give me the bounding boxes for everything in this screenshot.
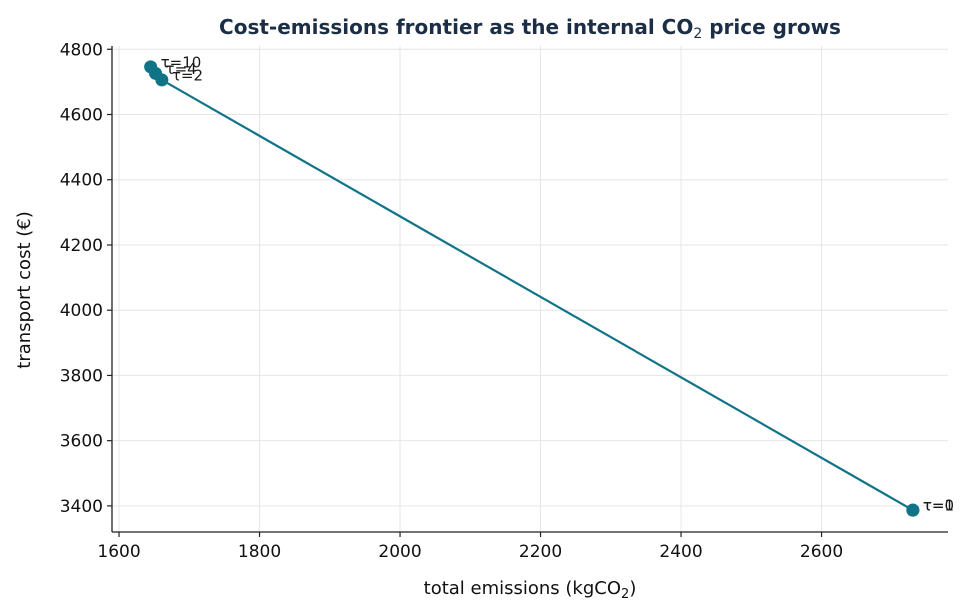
data-point-label: τ=10 <box>161 53 202 71</box>
y-tick-label: 4200 <box>60 236 103 256</box>
x-tick-label: 1600 <box>97 542 140 562</box>
series-line <box>149 66 914 512</box>
data-point <box>144 60 158 74</box>
y-tick-label: 4400 <box>60 171 103 191</box>
ticks-layer: 1600 1800 2000 2200 2400 2600 3400 3600 3800 4000… <box>60 40 843 562</box>
axes-spines <box>111 46 948 533</box>
x-axis-label-subscript: 2 <box>621 587 629 602</box>
y-tick-label: 4800 <box>60 40 103 60</box>
grid <box>112 46 948 532</box>
data-point-label: τ=1 <box>923 497 954 515</box>
y-tick-label: 3400 <box>60 497 103 517</box>
x-axis-label-end: ) <box>629 578 636 599</box>
y-tick-label: 3600 <box>60 432 103 452</box>
data-point-label: τ=2 <box>172 66 203 84</box>
y-tick-label: 3800 <box>60 366 103 386</box>
chart-title: Cost-emissions frontier as the internal … <box>219 15 841 42</box>
data-point <box>906 503 920 517</box>
data-point-label: τ=4 <box>166 60 197 78</box>
x-axis-label: total emissions (kgCO2) <box>424 578 637 602</box>
series-layer <box>144 60 920 517</box>
point-labels: τ=0τ=1 τ=2τ=4τ=10 <box>161 53 954 514</box>
x-tick-label: 1800 <box>238 542 281 562</box>
y-tick-label: 4600 <box>60 105 103 125</box>
x-tick-label: 2200 <box>519 542 562 562</box>
chart-title-subscript: 2 <box>693 26 702 42</box>
x-tick-label: 2000 <box>378 542 421 562</box>
y-axis-label: transport cost (€) <box>14 211 35 368</box>
chart-title-end: price grows <box>702 15 841 39</box>
y-tick-label: 4000 <box>60 301 103 321</box>
x-tick-label: 2400 <box>659 542 702 562</box>
x-tick-label: 2600 <box>800 542 843 562</box>
data-point-label: τ=0 <box>923 497 954 515</box>
